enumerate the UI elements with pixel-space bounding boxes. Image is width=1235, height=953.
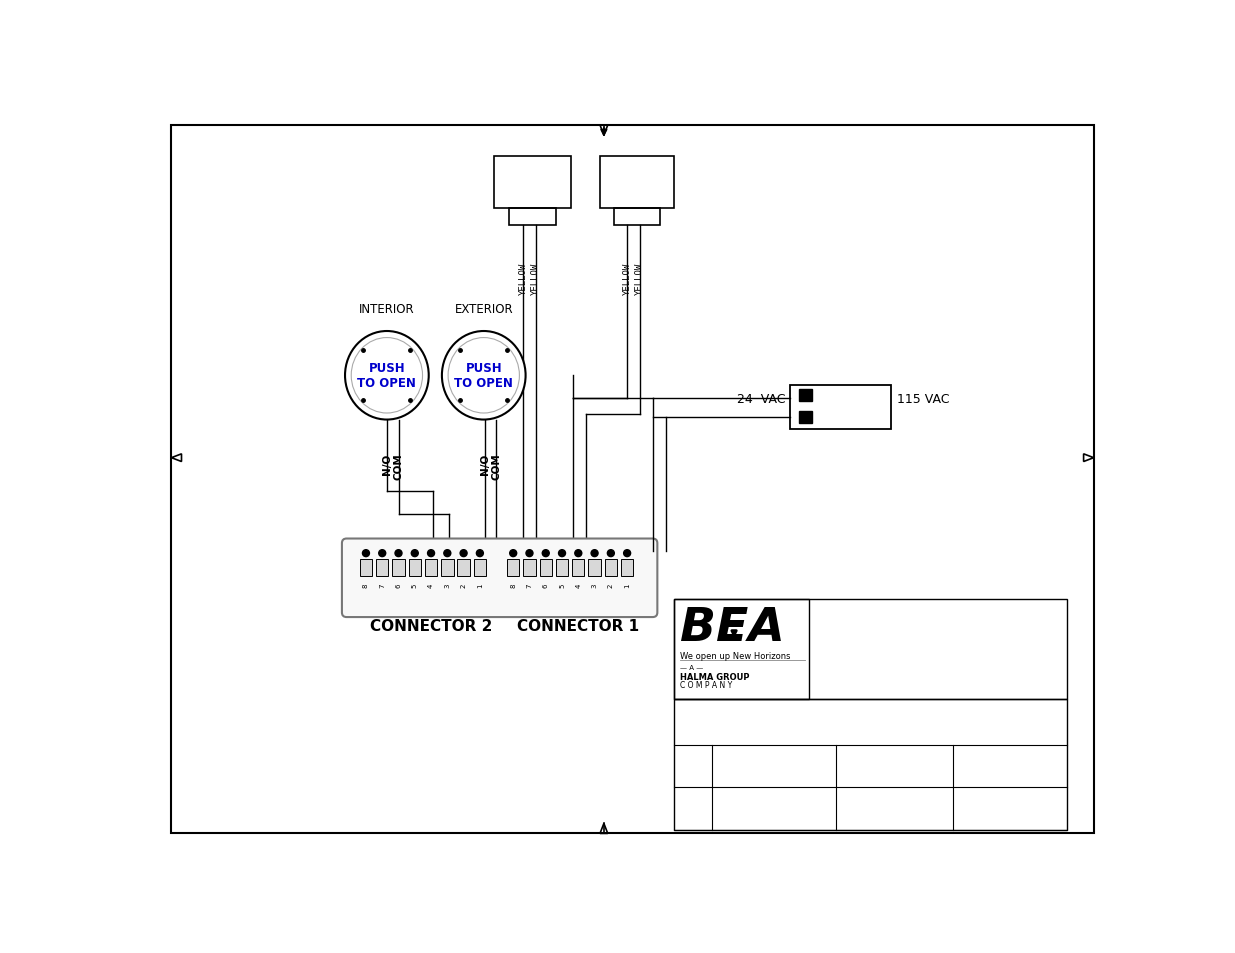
Circle shape: [477, 550, 483, 558]
Text: BEA: BEA: [679, 605, 784, 650]
Text: N/O: N/O: [382, 453, 391, 474]
Text: C O M P A N Y: C O M P A N Y: [679, 680, 732, 689]
FancyBboxPatch shape: [342, 539, 657, 618]
Circle shape: [574, 550, 582, 558]
Circle shape: [558, 550, 566, 558]
Circle shape: [592, 550, 598, 558]
Text: 6: 6: [395, 583, 401, 587]
Text: INTERIOR: INTERIOR: [359, 303, 415, 315]
Circle shape: [461, 550, 467, 558]
Circle shape: [362, 550, 369, 558]
Bar: [425, 559, 437, 577]
Circle shape: [542, 550, 550, 558]
Text: 8: 8: [363, 583, 369, 587]
Text: 5: 5: [559, 583, 566, 587]
Text: 24  VAC: 24 VAC: [737, 393, 785, 405]
Text: 7: 7: [526, 583, 532, 587]
Text: HALMA GROUP: HALMA GROUP: [679, 672, 750, 681]
Bar: [588, 559, 600, 577]
Circle shape: [427, 550, 435, 558]
Circle shape: [624, 550, 631, 558]
Ellipse shape: [345, 332, 429, 420]
Text: YELLOW: YELLOW: [531, 263, 540, 295]
Bar: [375, 559, 389, 577]
Text: — A —: — A —: [679, 664, 703, 670]
Text: 2: 2: [608, 583, 614, 587]
Text: 1: 1: [624, 583, 630, 587]
Bar: [572, 559, 584, 577]
Bar: [508, 559, 520, 577]
Bar: [409, 559, 421, 577]
Text: COM: COM: [492, 453, 501, 479]
Text: We open up New Horizons: We open up New Horizons: [679, 651, 790, 660]
Text: 115 VAC: 115 VAC: [897, 393, 950, 405]
Circle shape: [379, 550, 385, 558]
Circle shape: [526, 550, 534, 558]
Text: 1: 1: [477, 583, 483, 587]
Text: 5: 5: [411, 583, 417, 587]
Circle shape: [411, 550, 419, 558]
Circle shape: [510, 550, 516, 558]
Text: 8: 8: [510, 583, 516, 587]
Circle shape: [395, 550, 401, 558]
Bar: [540, 559, 552, 577]
Text: 2: 2: [461, 583, 467, 587]
Text: PUSH
TO OPEN: PUSH TO OPEN: [454, 362, 514, 390]
Text: COM: COM: [394, 453, 404, 479]
Circle shape: [443, 550, 451, 558]
Text: 4: 4: [576, 583, 582, 587]
Text: EXTERIOR: EXTERIOR: [454, 303, 513, 315]
Bar: [457, 559, 469, 577]
Text: YELLOW: YELLOW: [622, 263, 631, 295]
Bar: [621, 559, 634, 577]
Text: N/O: N/O: [479, 453, 489, 474]
Text: CONNECTOR 1: CONNECTOR 1: [517, 618, 640, 633]
Bar: [524, 559, 536, 577]
Bar: [359, 559, 372, 577]
Text: CONNECTOR 2: CONNECTOR 2: [369, 618, 493, 633]
Text: 7: 7: [379, 583, 385, 587]
Text: YELLOW: YELLOW: [635, 263, 643, 295]
Bar: [393, 559, 405, 577]
Bar: [556, 559, 568, 577]
Text: 4: 4: [429, 583, 433, 587]
Bar: [799, 390, 811, 402]
Text: YELLOW: YELLOW: [519, 263, 527, 295]
Bar: [799, 412, 811, 423]
Text: 6: 6: [542, 583, 548, 587]
Circle shape: [608, 550, 614, 558]
Text: PUSH
TO OPEN: PUSH TO OPEN: [357, 362, 416, 390]
Text: 3: 3: [445, 583, 451, 587]
Bar: [605, 559, 618, 577]
Text: 3: 3: [592, 583, 598, 587]
Bar: [441, 559, 453, 577]
Ellipse shape: [442, 332, 526, 420]
Bar: [474, 559, 487, 577]
